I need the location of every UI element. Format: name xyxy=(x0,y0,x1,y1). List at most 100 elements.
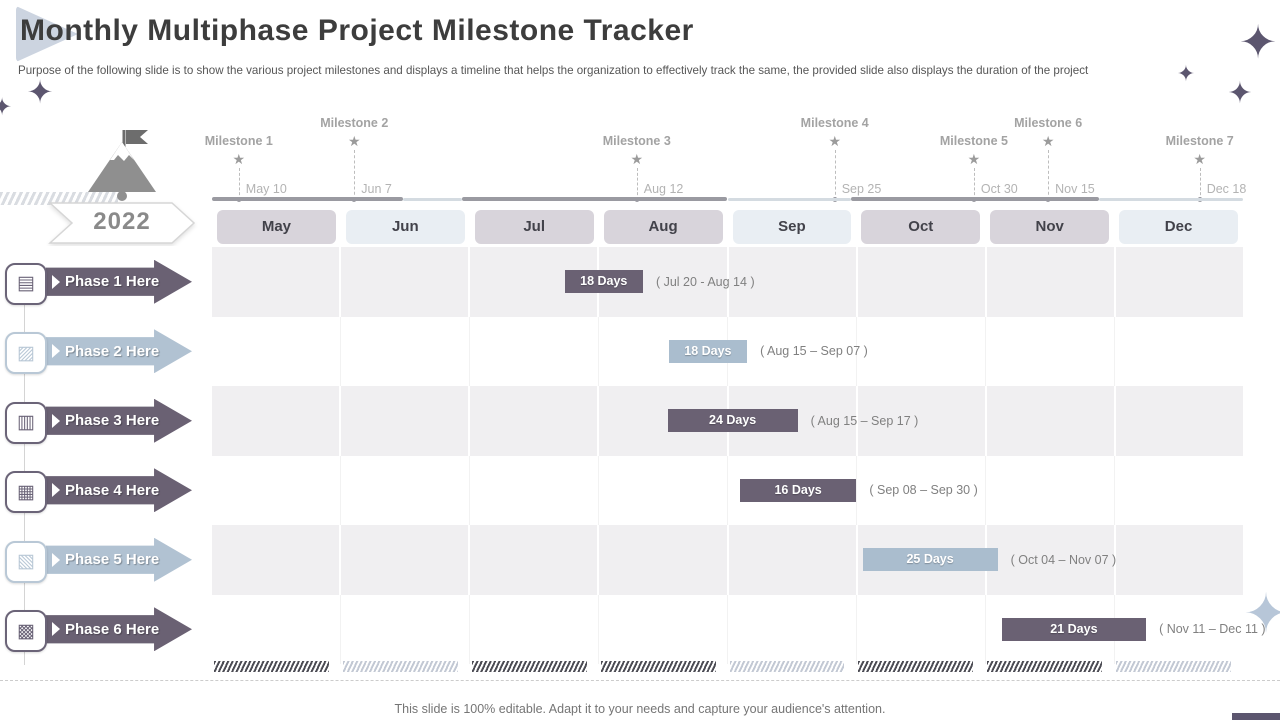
month-pill-jul[interactable]: Jul xyxy=(474,210,594,244)
grid-cell xyxy=(470,594,599,664)
phase-item-3[interactable]: Phase 3 Here ▥ xyxy=(0,398,200,444)
phase-5-document-icon: ▧ xyxy=(17,551,35,573)
grid-cell xyxy=(728,525,858,595)
grid-cell xyxy=(986,525,1116,595)
timeline-segment xyxy=(212,197,403,201)
grid-row-2 xyxy=(212,316,1243,386)
phase-item-5[interactable]: Phase 5 Here ▧ xyxy=(0,537,200,583)
milestone-dashed-line xyxy=(354,150,356,200)
phase-arrow[interactable]: Phase 1 Here xyxy=(46,259,192,304)
sparkle-icon: ✦ xyxy=(1176,61,1196,86)
sparkle-icon: ✦ xyxy=(0,94,13,121)
phase-label: Phase 2 Here xyxy=(65,342,160,360)
milestone-label: Milestone 1 xyxy=(204,134,273,148)
grid-row-4 xyxy=(212,455,1243,525)
gantt-bar[interactable]: 18 Days xyxy=(564,270,643,294)
gantt-bar[interactable]: 16 Days xyxy=(739,478,857,502)
gantt-bar[interactable]: 18 Days xyxy=(668,339,748,363)
gantt-bar-phase-5[interactable]: 25 Days ( Oct 04 – Nov 07 ) xyxy=(862,548,1117,572)
milestone-label: Milestone 7 xyxy=(1165,134,1234,148)
gantt-bar-range: ( Nov 11 – Dec 11 ) xyxy=(1159,622,1266,637)
grid-cell xyxy=(857,316,986,386)
gantt-bar-phase-2[interactable]: 18 Days ( Aug 15 – Sep 07 ) xyxy=(668,339,868,363)
gantt-bar-range: ( Aug 15 – Sep 17 ) xyxy=(810,413,919,428)
grid-row-5 xyxy=(212,525,1243,595)
footer-hatch-segment xyxy=(858,661,974,672)
footer-note: This slide is 100% editable. Adapt it to… xyxy=(394,702,886,716)
month-pill-oct[interactable]: Oct xyxy=(861,210,981,244)
phase-arrow[interactable]: Phase 4 Here xyxy=(46,468,192,513)
month-pill-jun[interactable]: Jun xyxy=(345,210,465,244)
month-pill-may[interactable]: May xyxy=(217,210,336,244)
grid-cell xyxy=(728,247,858,317)
phase-label: Phase 1 Here xyxy=(65,273,160,291)
grid-cell xyxy=(341,316,470,386)
gantt-bar[interactable]: 21 Days xyxy=(1001,617,1147,641)
phase-iconbox: ▦ xyxy=(5,471,47,514)
page-title[interactable]: Monthly Multiphase Project Milestone Tra… xyxy=(20,14,694,47)
footer-hatch-segment xyxy=(600,661,716,672)
footer-hatch-segment xyxy=(342,661,458,672)
mountain-flag-icon xyxy=(88,130,156,201)
phase-iconbox: ▩ xyxy=(5,610,47,653)
grid-cell xyxy=(212,525,342,595)
gantt-bar-range: ( Aug 15 – Sep 07 ) xyxy=(760,344,868,359)
year-hatch-line xyxy=(0,192,118,205)
page-subtitle[interactable]: Purpose of the following slide is to sho… xyxy=(18,64,1089,77)
milestone-star-icon: ★ xyxy=(1193,151,1206,167)
phase-iconbox: ▨ xyxy=(5,332,47,375)
gantt-bar-range: ( Oct 04 – Nov 07 ) xyxy=(1010,552,1117,567)
phase-item-1[interactable]: Phase 1 Here ▤ xyxy=(0,259,200,305)
sparkle-icon: ✦ xyxy=(1243,584,1280,644)
month-pill-nov[interactable]: Nov xyxy=(990,210,1110,244)
month-pill-aug[interactable]: Aug xyxy=(603,210,723,244)
milestone-date: May 10 xyxy=(245,182,287,196)
phase-arrow[interactable]: Phase 2 Here xyxy=(46,329,192,374)
phase-arrow[interactable]: Phase 5 Here xyxy=(46,537,192,582)
grid-cell xyxy=(341,455,470,525)
milestone-date: Jun 7 xyxy=(361,182,392,196)
grid-cell xyxy=(1115,455,1243,525)
footer-hatch-segment xyxy=(214,661,329,672)
footer-hatch-segment xyxy=(729,661,845,672)
grid-cell xyxy=(1115,247,1243,317)
milestone-label: Milestone 3 xyxy=(602,134,671,148)
phase-iconbox: ▧ xyxy=(5,540,47,583)
gantt-bar-phase-1[interactable]: 18 Days ( Jul 20 - Aug 14 ) xyxy=(564,270,755,294)
milestone-date: Dec 18 xyxy=(1206,182,1247,196)
gantt-bars-layer: 18 Days ( Jul 20 - Aug 14 ) 18 Days ( Au… xyxy=(212,247,1266,664)
phase-item-4[interactable]: Phase 4 Here ▦ xyxy=(0,468,200,514)
phase-arrow[interactable]: Phase 6 Here xyxy=(46,607,192,652)
phase-arrow[interactable]: Phase 3 Here xyxy=(46,398,192,443)
year-banner-shape[interactable] xyxy=(46,200,198,246)
milestone-star-icon: ★ xyxy=(967,151,981,167)
phase-item-2[interactable]: Phase 2 Here ▨ xyxy=(0,329,200,375)
phase-6-document-icon: ▩ xyxy=(17,620,35,642)
phase-label: Phase 5 Here xyxy=(65,551,160,569)
phase-item-6[interactable]: Phase 6 Here ▩ xyxy=(0,607,200,653)
grid-cell xyxy=(341,525,471,595)
grid-cell xyxy=(341,247,471,317)
milestone-dashed-line xyxy=(834,150,836,200)
gantt-bar[interactable]: 25 Days xyxy=(862,548,998,572)
month-pill-dec[interactable]: Dec xyxy=(1119,210,1238,244)
grid-cell xyxy=(212,594,341,664)
month-pill-sep[interactable]: Sep xyxy=(732,210,852,244)
gantt-bar-phase-4[interactable]: 16 Days ( Sep 08 – Sep 30 ) xyxy=(739,478,978,502)
footer-divider xyxy=(0,680,1280,681)
gantt-grid xyxy=(212,247,1243,664)
milestone-dashed-line xyxy=(973,168,975,200)
phase-iconbox: ▤ xyxy=(5,262,47,305)
grid-row-3 xyxy=(212,386,1243,456)
gantt-bar[interactable]: 24 Days xyxy=(667,409,798,433)
phase-label: Phase 4 Here xyxy=(65,481,160,499)
gantt-bar-phase-6[interactable]: 21 Days ( Nov 11 – Dec 11 ) xyxy=(1001,617,1266,641)
year-label[interactable]: 2022 xyxy=(93,208,151,235)
grid-cell xyxy=(341,386,471,456)
footer-hatch-segment xyxy=(1116,661,1231,672)
milestone-date: Oct 30 xyxy=(980,182,1018,196)
grid-cell xyxy=(986,386,1116,456)
milestone-label: Milestone 2 xyxy=(320,116,389,130)
gantt-bar-phase-3[interactable]: 24 Days ( Aug 15 – Sep 17 ) xyxy=(667,409,919,433)
